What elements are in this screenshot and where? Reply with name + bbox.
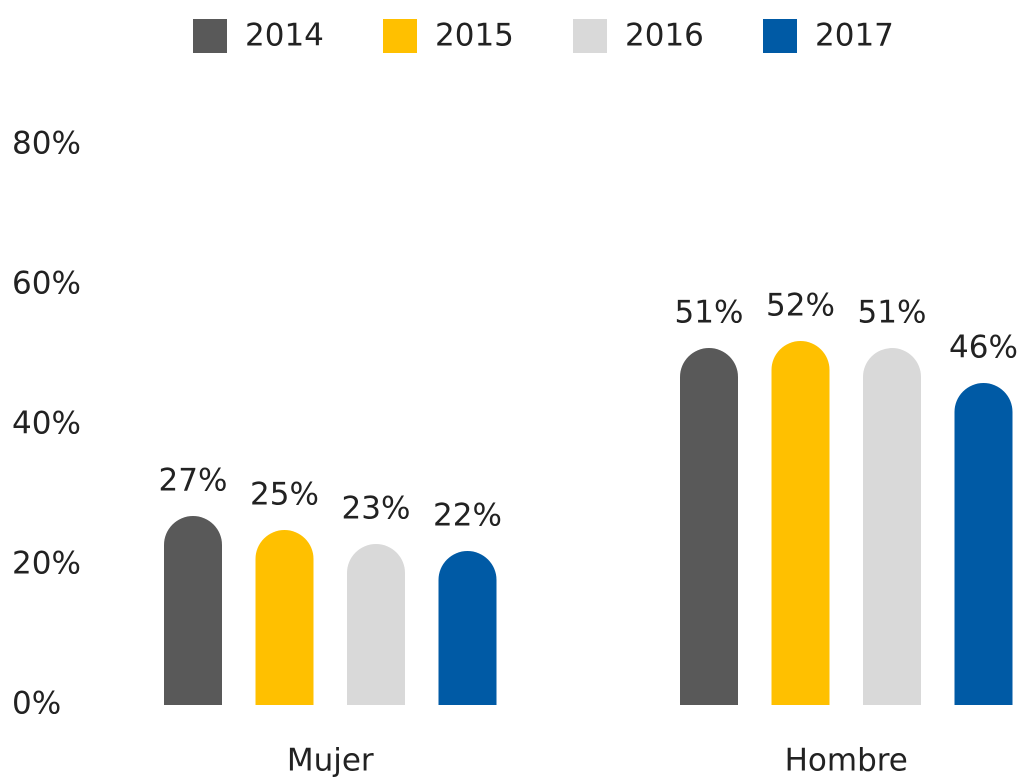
value-label: 23% bbox=[342, 491, 411, 527]
legend-swatch bbox=[763, 19, 797, 53]
x-tick-label: Mujer bbox=[287, 743, 374, 779]
bar bbox=[438, 551, 497, 705]
value-label: 27% bbox=[159, 463, 228, 499]
legend-label: 2014 bbox=[245, 18, 324, 54]
bar bbox=[347, 544, 405, 705]
legend-swatch bbox=[193, 19, 227, 53]
bar bbox=[255, 530, 314, 705]
legend-swatch bbox=[383, 19, 417, 53]
bar bbox=[680, 348, 738, 705]
y-tick-label: 80% bbox=[12, 126, 81, 162]
bar bbox=[771, 341, 830, 705]
bar bbox=[954, 383, 1013, 705]
value-label: 46% bbox=[949, 330, 1018, 366]
x-tick-label: Hombre bbox=[785, 743, 908, 779]
legend-label: 2017 bbox=[815, 18, 894, 54]
bar bbox=[863, 348, 921, 705]
value-label: 22% bbox=[433, 498, 502, 534]
y-tick-label: 0% bbox=[12, 686, 61, 722]
value-label: 25% bbox=[250, 477, 319, 513]
bar bbox=[164, 516, 222, 705]
legend-label: 2016 bbox=[625, 18, 704, 54]
y-tick-label: 20% bbox=[12, 546, 81, 582]
legend-label: 2015 bbox=[435, 18, 514, 54]
legend-swatch bbox=[573, 19, 607, 53]
value-label: 51% bbox=[675, 295, 744, 331]
y-tick-label: 60% bbox=[12, 266, 81, 302]
value-label: 51% bbox=[858, 295, 927, 331]
y-tick-label: 40% bbox=[12, 406, 81, 442]
value-label: 52% bbox=[766, 288, 835, 324]
